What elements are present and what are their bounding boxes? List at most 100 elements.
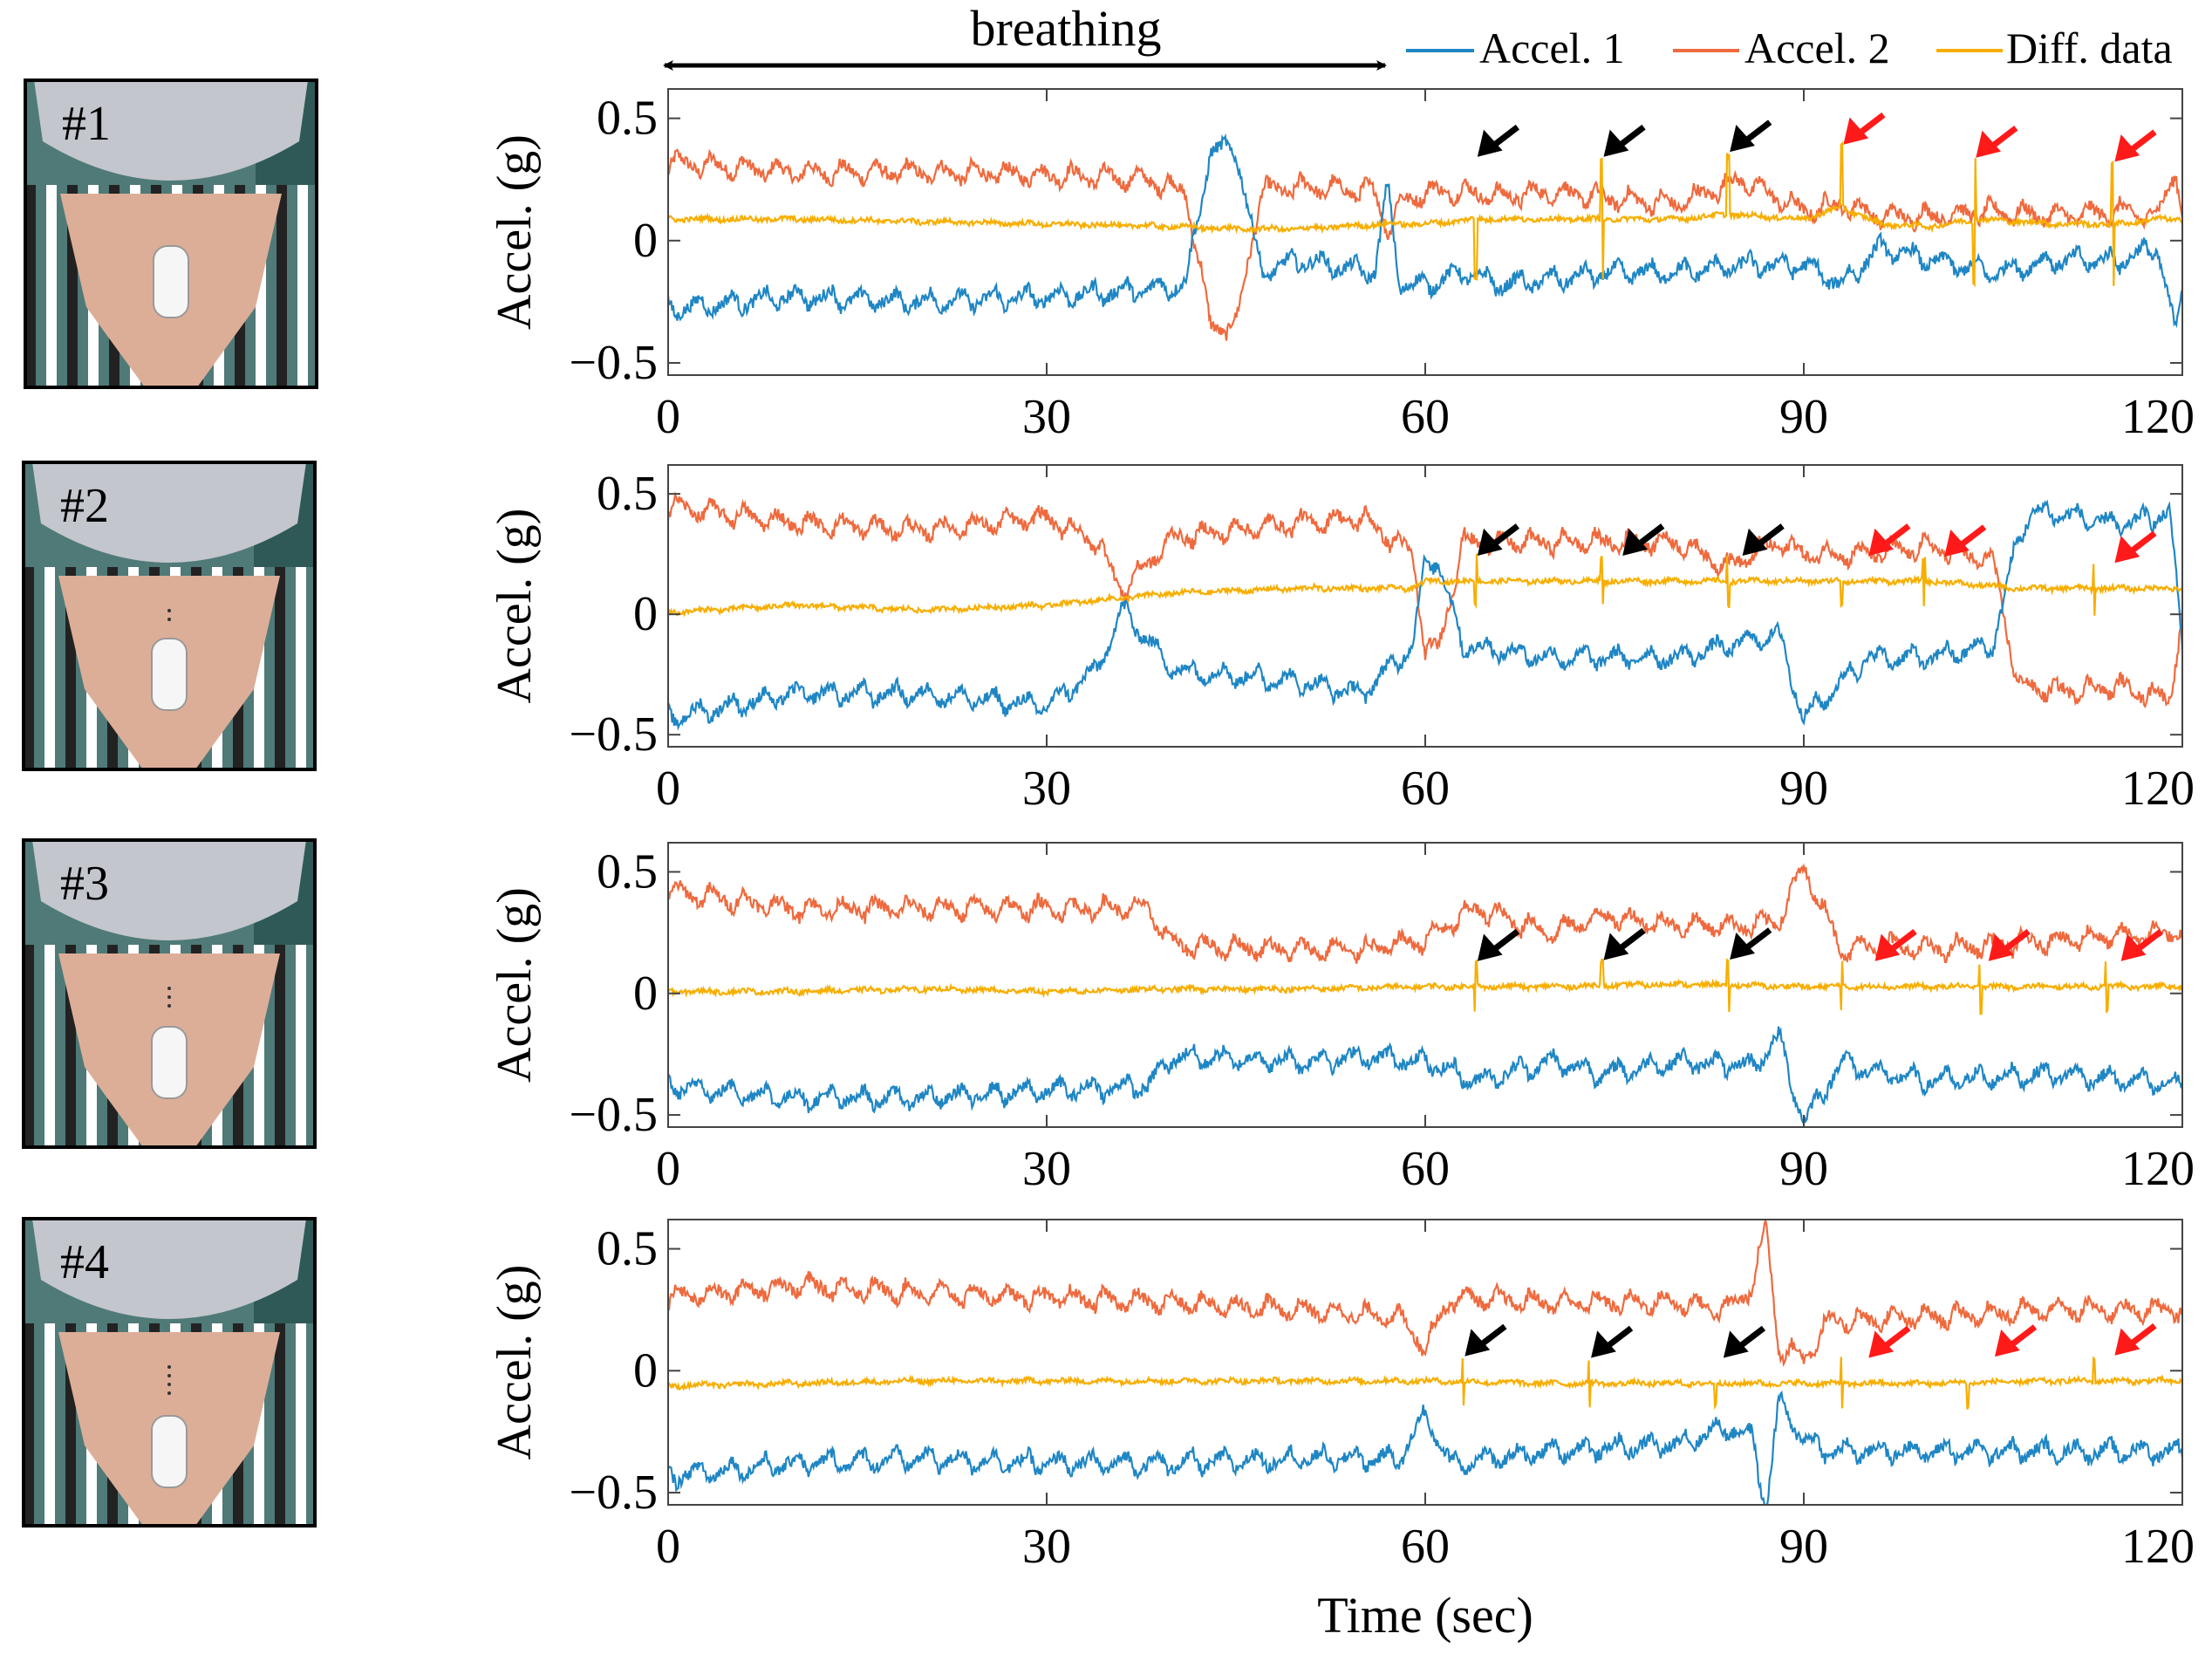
legend-label-diff: Diff. data [2006, 24, 2173, 72]
annotation-arrow-red [1874, 928, 1917, 961]
y-tick-label: −0.5 [569, 707, 658, 762]
annotation-arrow-black [1730, 120, 1772, 153]
y-tick-label: 0.5 [597, 467, 658, 521]
subject-photo: #1 [24, 79, 318, 389]
y-tick-label: 0.5 [597, 1222, 658, 1276]
x-tick-label: 90 [1779, 762, 1828, 816]
series-line-accel-1 [668, 1026, 2182, 1127]
series-line-accel-1 [668, 133, 2182, 329]
annotation-arrow-black [1477, 124, 1519, 157]
y-tick-label: −0.5 [569, 1466, 658, 1520]
face-mask [32, 1219, 306, 1319]
neck-sensor-photo-icon [151, 609, 188, 711]
series-line-diff-data [668, 1356, 2182, 1411]
annotation-arrow-black [1622, 523, 1665, 556]
y-tick-label: 0.5 [597, 92, 658, 146]
x-tick-label: 60 [1401, 1520, 1450, 1574]
x-tick-label: 30 [1022, 762, 1071, 816]
series-line-diff-data [668, 958, 2182, 1015]
series-line-accel-2 [668, 863, 2182, 964]
neck-sensor-photo-icon [151, 1365, 188, 1488]
y-tick-label: −0.5 [569, 1088, 658, 1142]
x-tick-label: 0 [656, 1520, 680, 1574]
x-tick-label: 30 [1022, 390, 1071, 444]
x-tick-label: 0 [656, 390, 680, 444]
y-axis-label: Accel. (g) [488, 509, 542, 704]
annotation-arrow-red [1994, 1324, 2038, 1357]
photo-label: #1 [62, 97, 111, 151]
y-tick-label: 0 [633, 214, 658, 268]
y-tick-label: 0 [633, 967, 658, 1021]
y-tick-label: 0 [633, 1343, 658, 1398]
legend-label-accel1: Accel. 1 [1479, 24, 1625, 72]
legend: Accel. 1 Accel. 2 Diff. data [1406, 24, 2173, 72]
x-tick-label: 90 [1779, 1520, 1828, 1574]
annotation-arrow-black [1477, 928, 1519, 961]
series-line-accel-2 [668, 1220, 2182, 1368]
annotation-arrow-black [1477, 523, 1519, 556]
photo-label: #2 [60, 479, 109, 533]
annotation-arrow-black [1464, 1323, 1507, 1357]
annotation-arrow-red [2114, 129, 2157, 162]
y-tick-label: 0 [633, 587, 658, 641]
subject-photo: #2 [22, 461, 317, 771]
y-axis-label: Accel. (g) [488, 1265, 542, 1460]
annotation-arrow-red [1868, 523, 1911, 556]
x-tick-label: 60 [1401, 762, 1450, 816]
x-tick-label: 120 [2121, 390, 2195, 444]
annotation-arrow-red [1843, 112, 1886, 145]
x-tick-label: 120 [2121, 762, 2195, 816]
series-line-diff-data [668, 553, 2182, 618]
face-mask [34, 80, 308, 181]
photo-label: #4 [60, 1235, 109, 1289]
annotation-arrow-red [1944, 524, 1987, 557]
annotation-arrow-red [2114, 1323, 2157, 1356]
annotation-arrow-red [1988, 928, 2031, 961]
x-tick-label: 120 [2121, 1520, 2195, 1574]
x-tick-label: 30 [1022, 1142, 1071, 1196]
x-tick-label: 60 [1401, 390, 1450, 444]
breathing-annotation: breathing [663, 0, 1387, 71]
annotation-arrow-red [2114, 530, 2157, 564]
photo-column: #1 #2 #3 #4 [22, 79, 318, 1528]
annotation-arrow-red [1976, 125, 2018, 158]
x-tick-label: 0 [656, 1142, 680, 1196]
legend-label-accel2: Accel. 2 [1744, 24, 1890, 72]
subject-photo: #4 [22, 1217, 317, 1528]
annotation-arrow-black [1723, 1325, 1766, 1358]
x-tick-label: 90 [1779, 390, 1828, 444]
annotation-arrow-black [1730, 927, 1772, 960]
face-mask [32, 462, 306, 563]
x-tick-label: 120 [2121, 1142, 2195, 1196]
annotation-arrow-black [1603, 927, 1646, 960]
subject-photo: #3 [22, 838, 317, 1149]
photo-label: #3 [60, 857, 109, 911]
x-tick-label: 60 [1401, 1142, 1450, 1196]
series-line-accel-2 [668, 148, 2182, 341]
y-axis-label: Accel. (g) [488, 134, 542, 330]
series-line-accel-1 [668, 1390, 2182, 1505]
plot-frame [667, 464, 2183, 748]
x-tick-label: 0 [656, 762, 680, 816]
y-tick-label: −0.5 [569, 336, 658, 390]
x-tick-label: 30 [1022, 1520, 1071, 1574]
y-tick-label: 0.5 [597, 844, 658, 899]
annotation-arrow-red [2120, 928, 2163, 961]
face-mask [32, 840, 306, 940]
series-line-diff-data [668, 140, 2182, 288]
x-tick-label: 90 [1779, 1142, 1828, 1196]
neck-sensor-photo-icon [153, 245, 189, 318]
breathing-label: breathing [970, 0, 1161, 57]
annotation-arrow-red [1868, 1325, 1911, 1358]
plot-frame [667, 88, 2183, 376]
y-axis-label: Accel. (g) [488, 887, 542, 1083]
annotation-arrow-black [1603, 124, 1646, 157]
series-line-accel-2 [668, 491, 2182, 709]
neck-sensor-photo-icon [151, 987, 188, 1099]
x-axis-label: Time (sec) [1317, 1587, 1533, 1644]
